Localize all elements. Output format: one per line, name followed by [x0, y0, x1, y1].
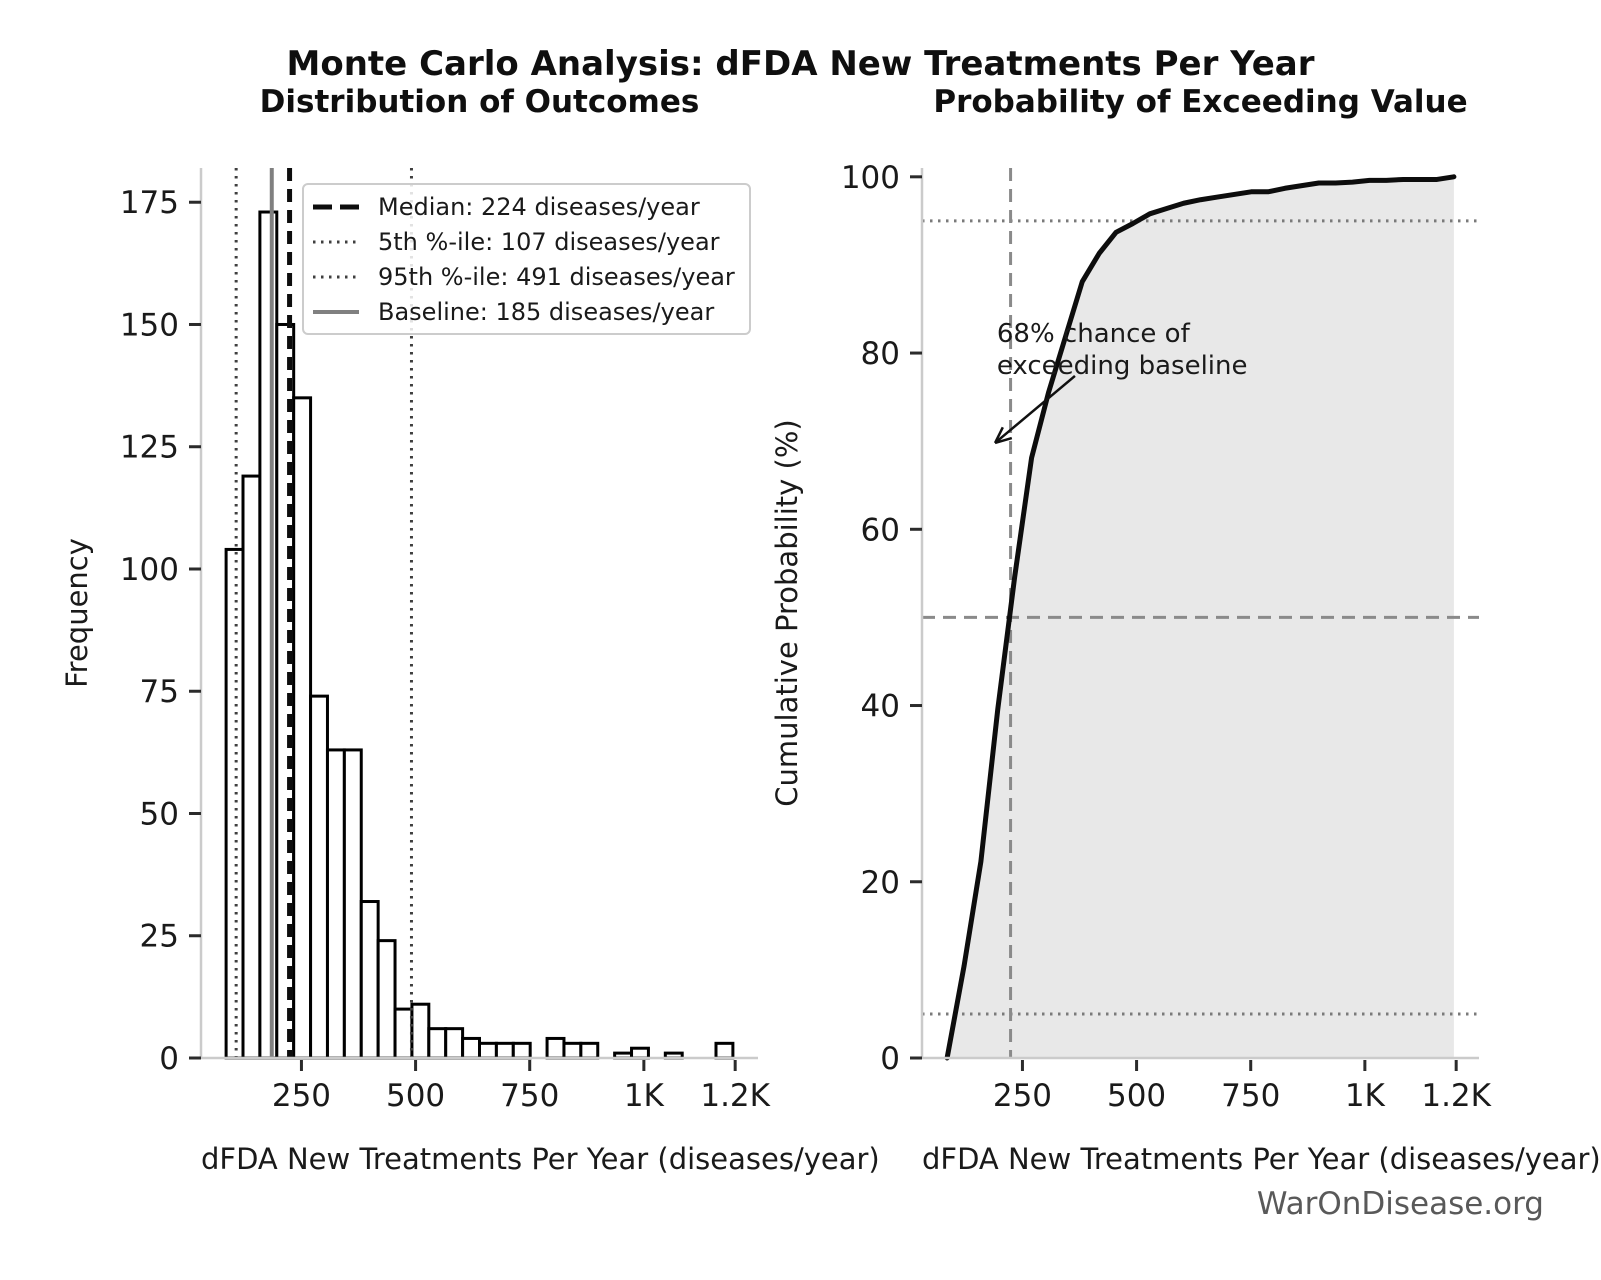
histogram-bar	[309, 694, 329, 1060]
cdf-title: Probability of Exceeding Value	[933, 84, 1468, 120]
histogram-bar	[478, 1041, 498, 1060]
y-tick-label: 150	[120, 307, 179, 343]
legend-item-median: Median: 224 diseases/year	[312, 189, 735, 224]
y-tick-label: 80	[861, 336, 900, 372]
legend-label: 5th %-ile: 107 diseases/year	[378, 227, 720, 256]
y-tick-label: 125	[120, 430, 179, 466]
legend-item-p95: 95th %-ile: 491 diseases/year	[312, 259, 735, 294]
histogram-title: Distribution of Outcomes	[259, 84, 700, 120]
histogram-bar	[444, 1027, 465, 1060]
histogram-bar	[410, 1002, 431, 1060]
annotation-arrow-icon	[993, 375, 1076, 445]
histogram-bar	[714, 1041, 735, 1060]
histogram-axes: 250 500 750 1K 1.2K 0 25 50 75 100 125 150 175	[120, 168, 771, 1114]
y-tick-label: 40	[861, 689, 900, 725]
y-tick-label: 60	[861, 512, 900, 548]
x-tick-label: 500	[386, 1078, 445, 1114]
histogram-bar	[545, 1036, 566, 1060]
histogram-bar	[562, 1041, 583, 1060]
figure-title: Monte Carlo Analysis: dFDA New Treatment…	[286, 44, 1315, 84]
x-tick-label: 250	[993, 1078, 1052, 1114]
x-tick-label: 750	[1221, 1078, 1280, 1114]
histogram-bar	[292, 396, 313, 1060]
histogram-bar	[325, 748, 346, 1060]
histogram-bar	[376, 939, 397, 1060]
histogram-x-axis-label: dFDA New Treatments Per Year (diseases/y…	[201, 1142, 880, 1176]
p5-line-swatch-icon	[313, 240, 359, 243]
histogram-bar	[224, 547, 245, 1060]
legend-item-baseline: Baseline: 185 diseases/year	[312, 294, 735, 329]
p95-line-swatch-icon	[313, 275, 359, 278]
x-tick-label: 1K	[624, 1078, 665, 1114]
histogram-bar	[579, 1041, 600, 1060]
histogram-bar	[342, 748, 363, 1060]
histogram-bar	[511, 1041, 532, 1060]
legend: Median: 224 diseases/year 5th %-ile: 107…	[302, 183, 751, 335]
y-tick-label: 25	[140, 919, 179, 955]
baseline-line-swatch-icon	[313, 309, 359, 314]
cdf-annotation-line2: exceeding baseline	[996, 350, 1248, 381]
cdf-axes: 250 500 750 1K 1.2K 0 20 40 60 80 100	[841, 160, 1492, 1114]
cdf-y-axis-label: Cumulative Probability (%)	[770, 419, 804, 807]
histogram-bar	[630, 1046, 650, 1060]
median-line-swatch-icon	[313, 204, 359, 209]
cdf-annotation-line1: 68% chance of	[996, 318, 1190, 349]
histogram-bar	[494, 1041, 515, 1060]
cdf-curve	[944, 174, 1457, 1061]
x-tick-label: 250	[272, 1078, 331, 1114]
x-tick-label: 1K	[1345, 1078, 1386, 1114]
y-tick-label: 75	[140, 674, 179, 710]
histogram-reference-lines	[234, 168, 413, 1058]
y-tick-label: 100	[120, 552, 179, 588]
x-tick-label: 750	[500, 1078, 559, 1114]
y-tick-label: 0	[159, 1041, 179, 1077]
histogram-bars	[224, 210, 735, 1060]
histogram-bar	[427, 1027, 448, 1060]
legend-item-p5: 5th %-ile: 107 diseases/year	[312, 224, 735, 259]
y-tick-label: 20	[861, 865, 900, 901]
histogram-bar	[393, 1007, 414, 1060]
legend-label: Baseline: 185 diseases/year	[378, 297, 715, 326]
histogram-bar	[359, 900, 380, 1060]
histogram-bar	[461, 1036, 482, 1060]
y-tick-label: 0	[880, 1041, 900, 1077]
histogram-bar	[258, 210, 279, 1060]
histogram-y-axis-label: Frequency	[60, 538, 94, 688]
y-tick-label: 100	[841, 160, 900, 196]
cdf-annotation: 68% chance of exceeding baseline	[997, 318, 1248, 382]
legend-label: 95th %-ile: 491 diseases/year	[378, 262, 735, 291]
y-tick-label: 50	[140, 796, 179, 832]
cdf-x-axis-label: dFDA New Treatments Per Year (diseases/y…	[922, 1142, 1601, 1176]
x-tick-label: 1.2K	[700, 1078, 770, 1114]
histogram-bar	[241, 474, 262, 1060]
x-tick-label: 500	[1107, 1078, 1166, 1114]
watermark: WarOnDisease.org	[1256, 1186, 1544, 1222]
y-tick-label: 175	[120, 185, 179, 221]
legend-label: Median: 224 diseases/year	[378, 192, 700, 221]
x-tick-label: 1.2K	[1421, 1078, 1491, 1114]
